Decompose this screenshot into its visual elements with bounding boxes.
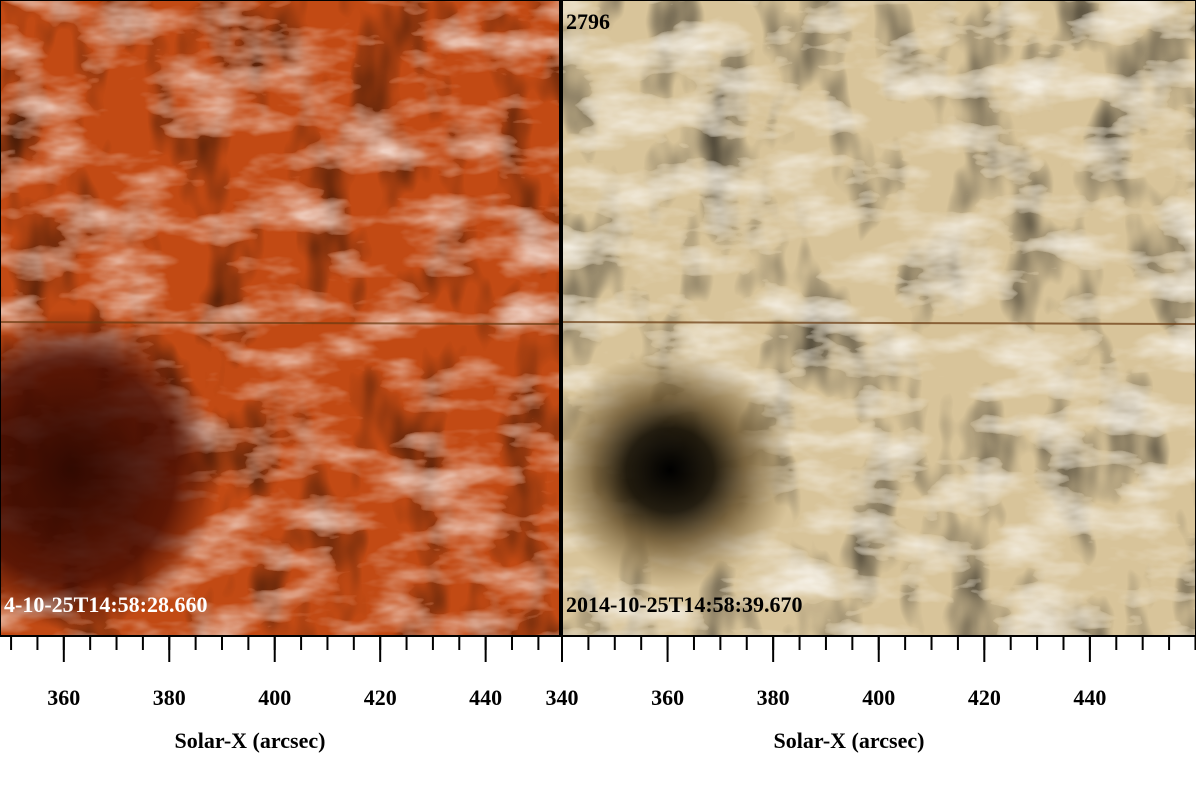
x-tick-label: 400 bbox=[258, 685, 291, 710]
slit-line bbox=[0, 321, 560, 325]
x-axis-label: Solar-X (arcsec) bbox=[774, 728, 925, 753]
x-tick-label: 380 bbox=[153, 685, 186, 710]
image-panel bbox=[562, 0, 1196, 636]
x-tick-label: 360 bbox=[47, 685, 80, 710]
x-tick-label: 380 bbox=[757, 685, 790, 710]
x-tick-label: 420 bbox=[364, 685, 397, 710]
x-tick-label: 340 bbox=[546, 685, 579, 710]
slit-line bbox=[562, 321, 1196, 325]
x-tick-label: 440 bbox=[1073, 685, 1106, 710]
x-tick-label: 440 bbox=[469, 685, 502, 710]
timestamp: 2014-10-25T14:58:39.670 bbox=[566, 592, 802, 617]
sunspot bbox=[562, 350, 795, 590]
timestamp: 4-10-25T14:58:28.660 bbox=[4, 592, 207, 617]
image-panel bbox=[0, 0, 560, 636]
x-tick-label: 400 bbox=[862, 685, 895, 710]
x-tick-label: 420 bbox=[968, 685, 1001, 710]
panel-title: 2796 bbox=[566, 9, 610, 34]
sunspot bbox=[0, 310, 220, 630]
x-axis-label: Solar-X (arcsec) bbox=[175, 728, 326, 753]
x-tick-label: 360 bbox=[651, 685, 684, 710]
